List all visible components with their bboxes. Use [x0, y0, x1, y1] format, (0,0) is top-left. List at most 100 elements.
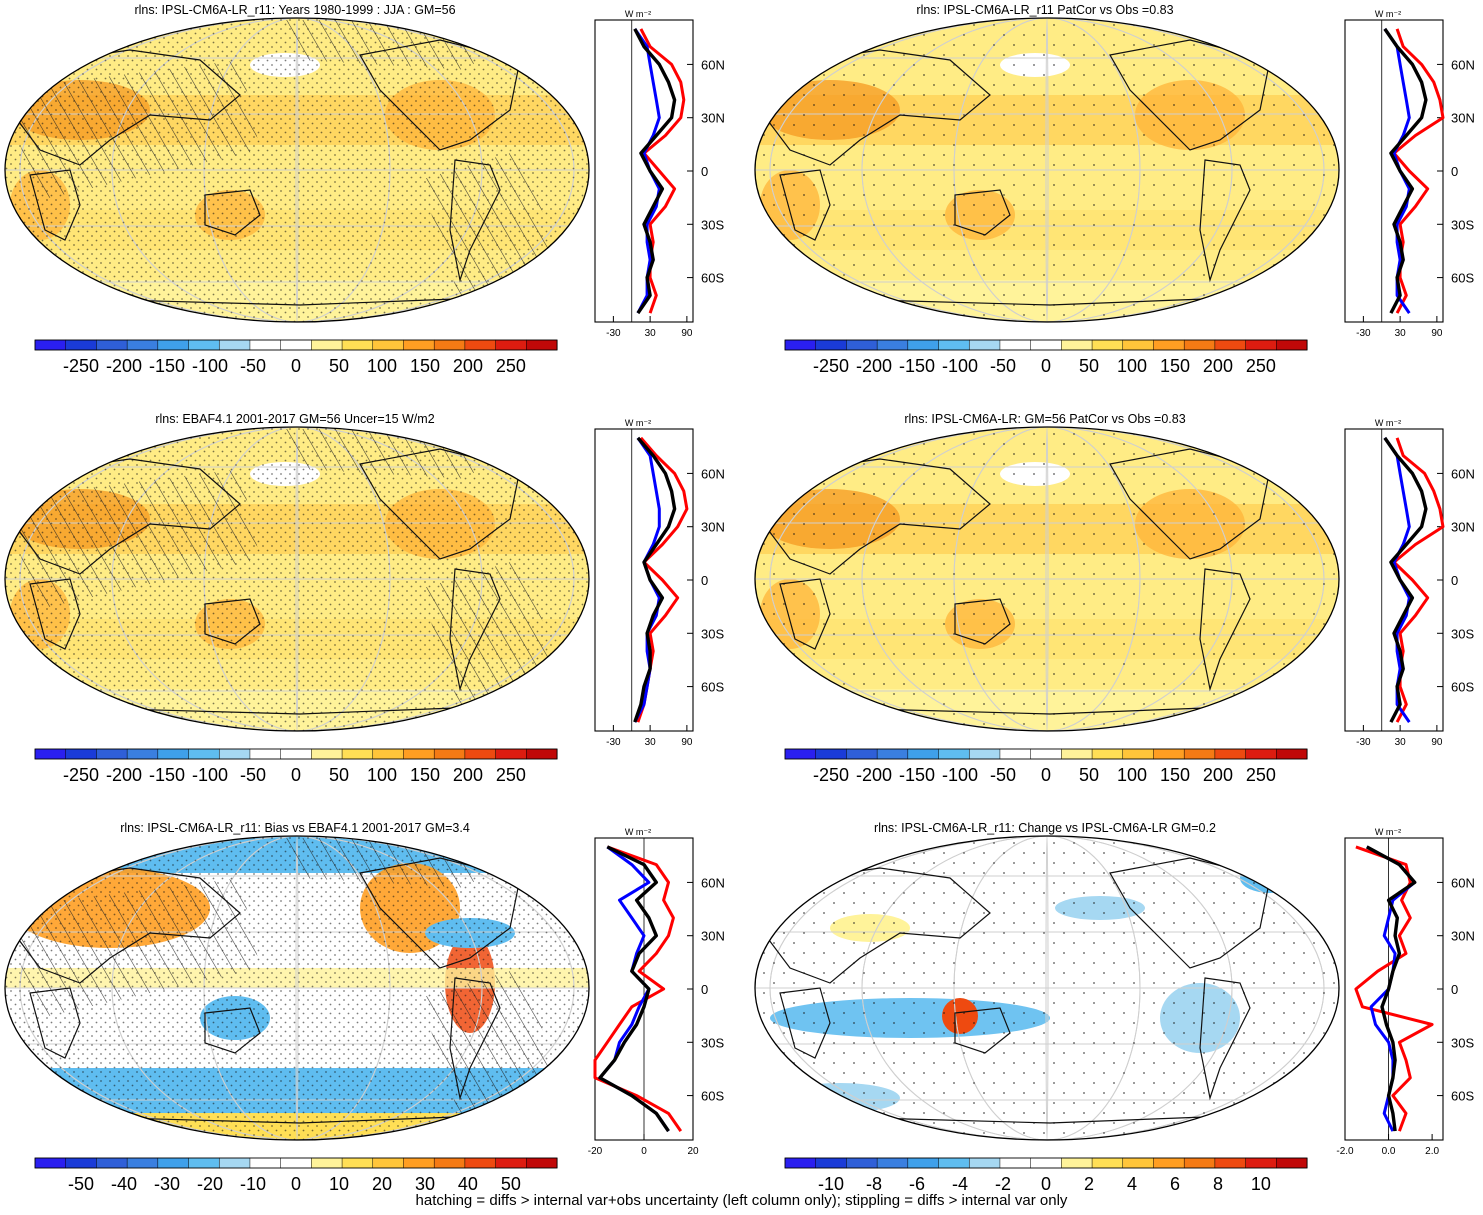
profile-lat-tick-label: 30S — [1451, 217, 1474, 232]
colorbar-tick-label: 30 — [415, 1174, 435, 1194]
profile-lat-tick-label: 30S — [701, 626, 724, 641]
colorbar-cell — [1122, 748, 1155, 760]
colorbar-cell — [96, 339, 128, 351]
colorbar-cell — [403, 748, 435, 760]
colorbar-cell — [815, 1157, 847, 1169]
profile-x-tick-label: 90 — [1431, 328, 1443, 339]
panel-title: rlns: IPSL-CM6A-LR_r11 PatCor vs Obs =0.… — [916, 3, 1173, 17]
profile-lat-tick-label: 0 — [1451, 573, 1458, 588]
colorbar-tick-label: -150 — [899, 356, 935, 376]
profile-frame — [1344, 837, 1444, 1141]
profile-lat-tick-label: 60N — [1451, 57, 1475, 72]
colorbar-tick-label: 2 — [1084, 1174, 1094, 1194]
colorbar-cell — [1030, 339, 1062, 351]
colorbar-border — [34, 339, 558, 351]
panel-5: rlns: IPSL-CM6A-LR_r11: Bias vs EBAF4.1 … — [4, 821, 725, 1194]
profile-lat-tick-label: 30N — [1451, 111, 1475, 126]
colorbar-tick-label: 50 — [501, 1174, 521, 1194]
colorbar-cell — [65, 339, 97, 351]
colorbar-tick-label: 100 — [367, 765, 397, 785]
map-field — [5, 427, 589, 731]
colorbar-cell — [280, 748, 312, 760]
colorbar-cell — [938, 748, 970, 760]
panel-6: rlns: IPSL-CM6A-LR_r11: Change vs IPSL-C… — [754, 821, 1475, 1194]
colorbar-cell — [1153, 1157, 1185, 1169]
map-border — [4, 17, 590, 323]
colorbar-tick-label: -200 — [856, 765, 892, 785]
colorbar-cell — [218, 748, 251, 760]
profile-x-tick-label: -30 — [606, 328, 621, 339]
panel-4: rlns: IPSL-CM6A-LR: GM=56 PatCor vs Obs … — [754, 412, 1475, 785]
colorbar-tick-label: -50 — [990, 765, 1016, 785]
colorbar-cell — [372, 748, 405, 760]
colorbar-cell — [464, 1157, 497, 1169]
colorbar-tick-label: -40 — [111, 1174, 137, 1194]
profile-lat-tick-label: 30N — [1451, 520, 1475, 535]
colorbar-cell — [1091, 748, 1124, 760]
colorbar-cell — [526, 1157, 558, 1169]
colorbar-cell — [999, 339, 1032, 351]
colorbar-tick-label: -100 — [942, 765, 978, 785]
profile-series-black — [633, 436, 677, 723]
profile-lat-tick-label: 60N — [701, 466, 725, 481]
panel-2: rlns: IPSL-CM6A-LR_r11 PatCor vs Obs =0.… — [754, 3, 1475, 376]
colorbar-cell — [815, 748, 847, 760]
stippling-overlay — [755, 836, 1339, 1140]
colorbar-border — [784, 339, 1308, 351]
profile-series-black — [1383, 27, 1428, 314]
colorbar-tick-label: -30 — [154, 1174, 180, 1194]
colorbar-cell — [999, 748, 1032, 760]
colorbar-tick-label: -10 — [240, 1174, 266, 1194]
colorbar-cell — [464, 748, 497, 760]
profile-x-tick-label: 30 — [1395, 328, 1407, 339]
colorbar-tick-label: -150 — [899, 765, 935, 785]
map-border — [754, 835, 1340, 1141]
profile-x-tick-label: 90 — [681, 737, 693, 748]
colorbar-tick-label: 0 — [1041, 765, 1051, 785]
colorbar-cell — [846, 1157, 878, 1169]
colorbar-cell — [968, 339, 1001, 351]
colorbar-cell — [218, 1157, 251, 1169]
colorbar-cell — [1214, 748, 1247, 760]
profile-lat-tick-label: 60S — [701, 1089, 724, 1104]
stippling-overlay — [755, 427, 1339, 731]
map-field — [755, 18, 1339, 322]
profile-lat-tick-label: 30N — [701, 929, 725, 944]
colorbar-cell — [495, 748, 527, 760]
profile-x-tick-label: 90 — [681, 328, 693, 339]
colorbar-cell — [999, 1157, 1032, 1169]
profile-lat-tick-label: 30N — [701, 111, 725, 126]
profile-x-tick-label: -20 — [588, 1146, 603, 1157]
colorbar-tick-label: 4 — [1127, 1174, 1137, 1194]
colorbar-cell — [341, 1157, 374, 1169]
profile-unit-label: W m⁻² — [1375, 418, 1401, 428]
panel-title: rlns: IPSL-CM6A-LR_r11: Bias vs EBAF4.1 … — [120, 821, 470, 835]
panel-1: rlns: IPSL-CM6A-LR_r11: Years 1980-1999 … — [4, 3, 725, 376]
panel-title: rlns: IPSL-CM6A-LR_r11: Years 1980-1999 … — [134, 3, 455, 17]
profile-unit-label: W m⁻² — [625, 418, 651, 428]
colorbar-cell — [1245, 339, 1277, 351]
colorbar-cell — [876, 339, 909, 351]
profile-x-tick-label: 0 — [641, 1146, 647, 1157]
colorbar-tick-label: -50 — [990, 356, 1016, 376]
colorbar-tick-label: 200 — [1203, 356, 1233, 376]
colorbar-tick-label: -8 — [866, 1174, 882, 1194]
colorbar-tick-label: -150 — [149, 356, 185, 376]
profile-lat-tick-label: 0 — [1451, 982, 1458, 997]
colorbar-cell — [1091, 1157, 1124, 1169]
colorbar-cell — [249, 1157, 282, 1169]
colorbar-cell — [1183, 748, 1216, 760]
colorbar-tick-label: 150 — [410, 765, 440, 785]
colorbar-tick-label: 100 — [367, 356, 397, 376]
colorbar-tick-label: 0 — [1041, 1174, 1051, 1194]
colorbar-tick-label: 150 — [1160, 356, 1190, 376]
colorbar-tick-label: 10 — [329, 1174, 349, 1194]
profile-frame — [1344, 19, 1444, 323]
colorbar-tick-label: 40 — [458, 1174, 478, 1194]
colorbar-tick-label: 20 — [372, 1174, 392, 1194]
colorbar-cell — [311, 748, 343, 760]
profile-frame — [1344, 428, 1444, 732]
colorbar-cell — [188, 339, 220, 351]
colorbar-tick-label: -50 — [240, 356, 266, 376]
colorbar-tick-label: 250 — [1246, 356, 1276, 376]
